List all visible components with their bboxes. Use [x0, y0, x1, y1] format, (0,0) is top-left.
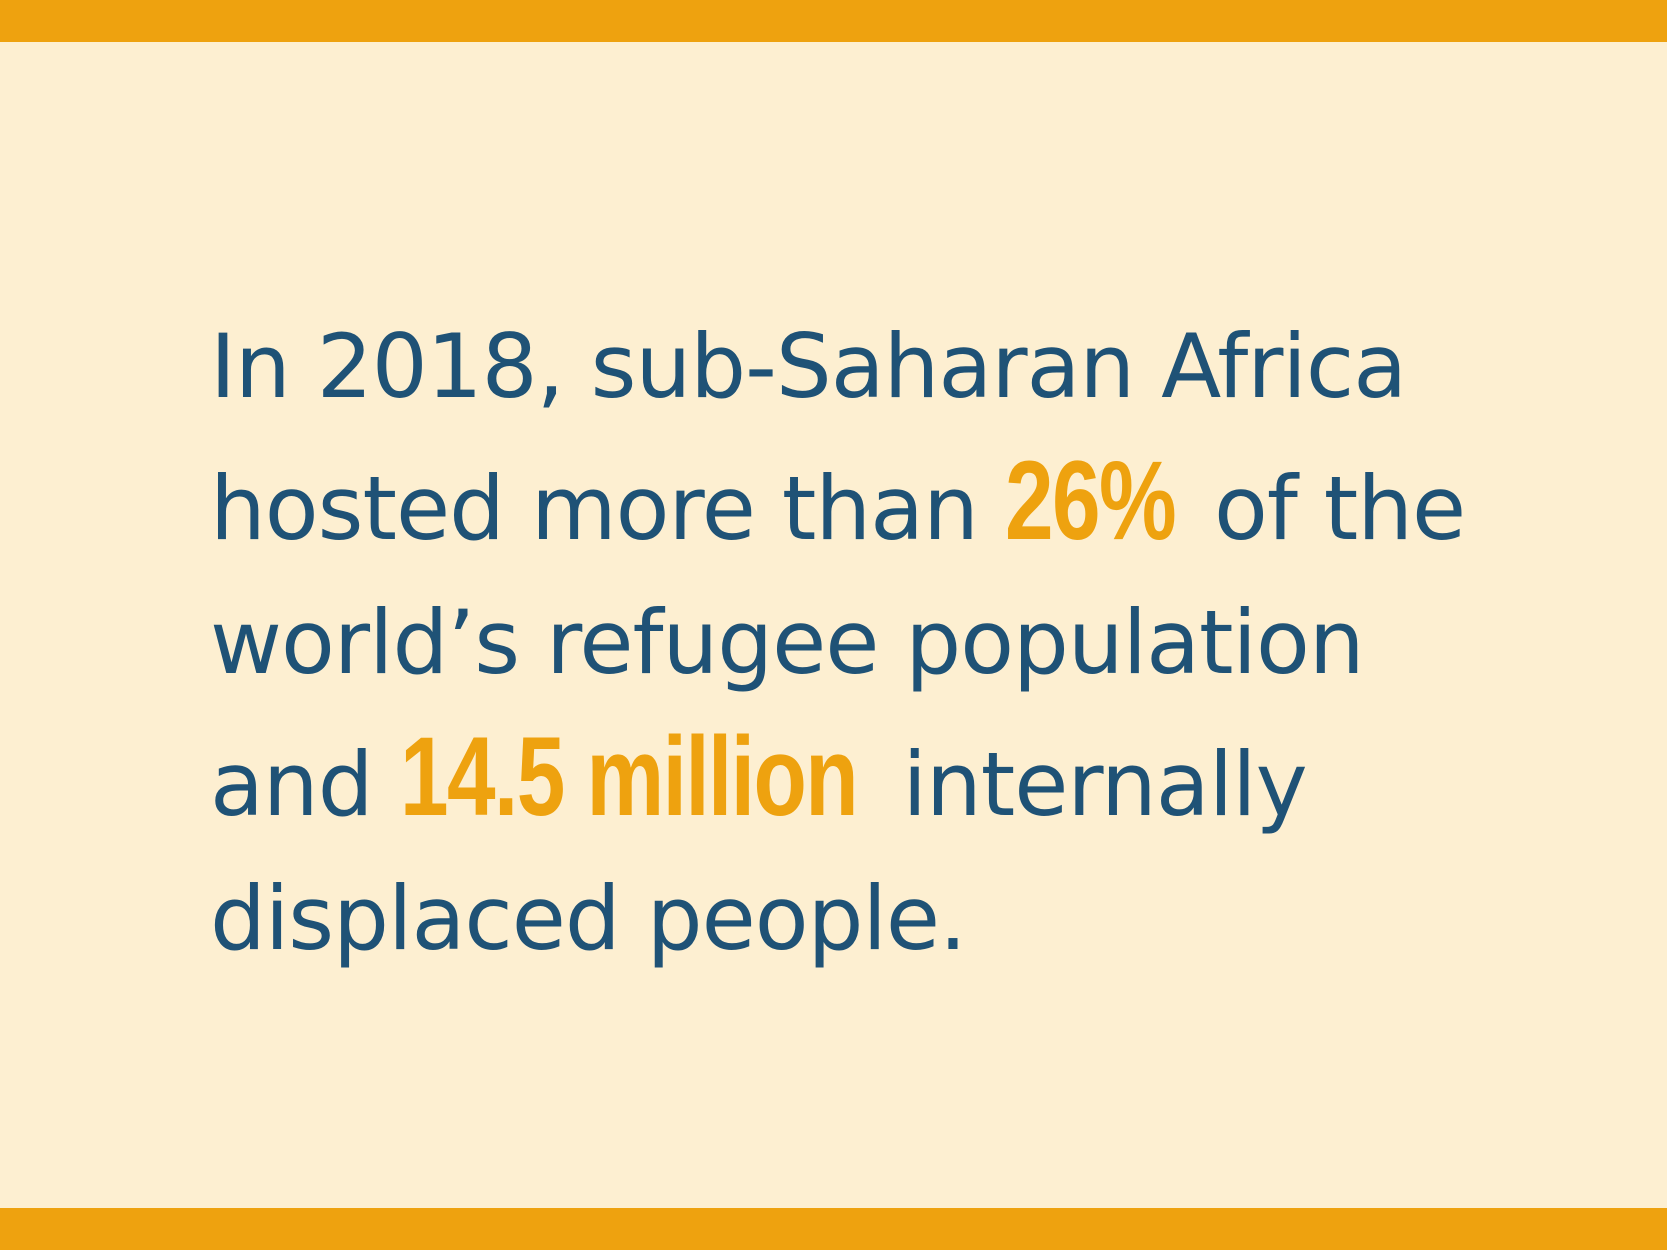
- statement-line-1: In 2018, sub-Saharan Africa: [210, 315, 1407, 418]
- statement-line-3: world’s refugee population: [210, 591, 1365, 694]
- bottom-accent-bar: [0, 1208, 1667, 1250]
- statistic-statement: In 2018, sub-Saharan Africa hosted more …: [210, 300, 1540, 986]
- statement-line-4: and 14.5 million internally: [210, 710, 1540, 852]
- highlight-percent: 26%: [1004, 438, 1177, 563]
- statement-line-5: displaced people.: [210, 867, 967, 970]
- statement-line-2: hosted more than 26% of the: [210, 434, 1540, 576]
- statement-line-4-end: internally: [902, 733, 1308, 836]
- top-accent-bar: [0, 0, 1667, 42]
- statement-line-4-start: and: [210, 733, 374, 836]
- statement-line-2-end: of the: [1213, 457, 1466, 560]
- statement-line-2-start: hosted more than: [210, 457, 979, 560]
- highlight-million: 14.5 million: [399, 714, 859, 839]
